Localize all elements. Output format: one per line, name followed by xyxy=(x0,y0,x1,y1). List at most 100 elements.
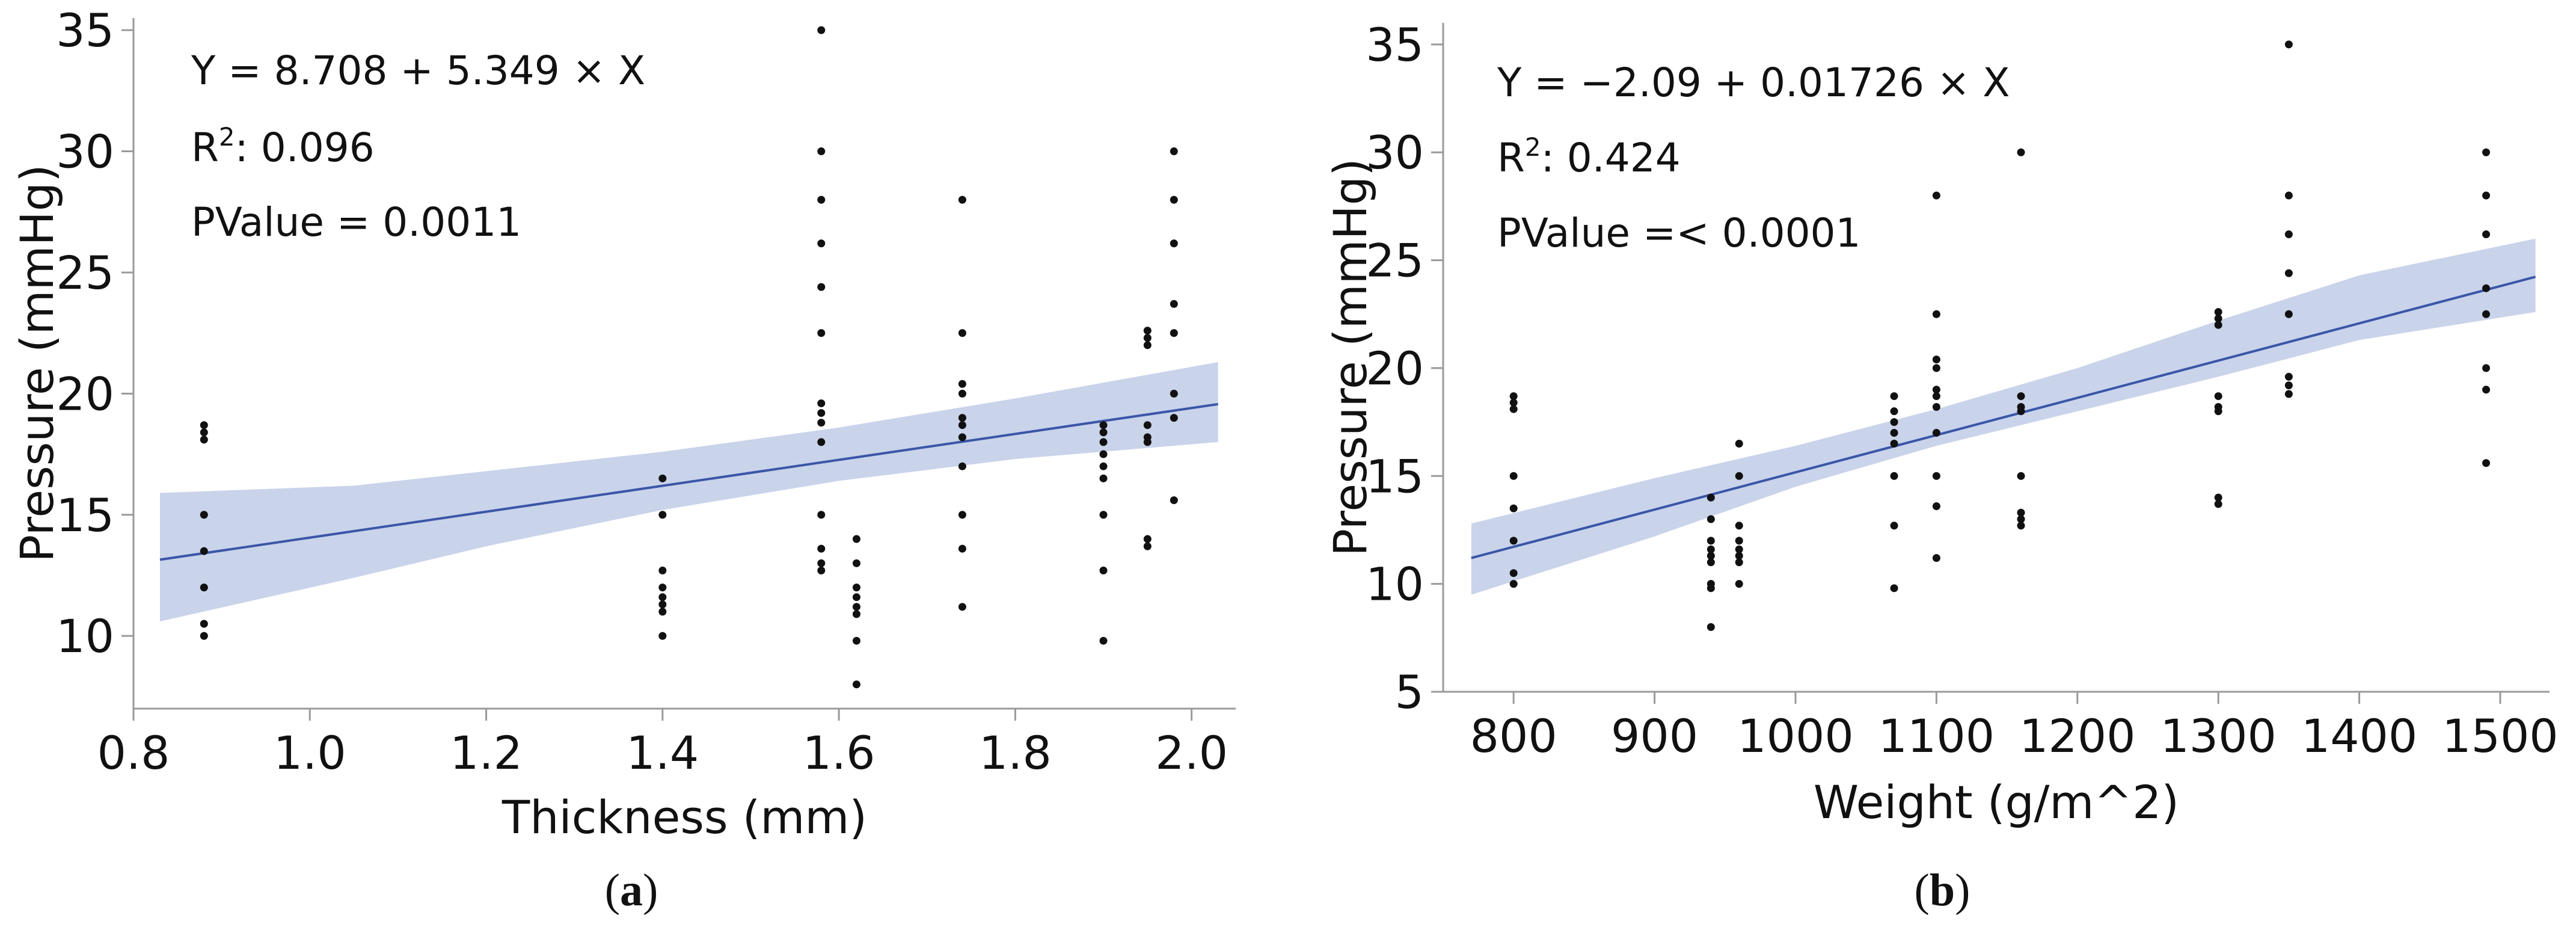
panel-a: 0.8 1.0 1.2 1.4 1.6 1.8 2.0 10 15 20 25 30 35 Thickn… xyxy=(10,4,1236,916)
data-point xyxy=(817,559,826,567)
panel-label-b: b xyxy=(1930,865,1955,916)
confidence-band-area xyxy=(160,362,1218,621)
data-point xyxy=(200,436,208,444)
data-point xyxy=(2017,407,2025,416)
data-point xyxy=(1509,392,1518,401)
y-tick-label: 35 xyxy=(1366,18,1424,72)
data-point xyxy=(2214,321,2222,329)
data-point xyxy=(2284,40,2293,49)
data-point xyxy=(1707,515,1715,523)
data-point xyxy=(1735,472,1743,480)
data-point xyxy=(817,399,826,407)
data-point xyxy=(852,584,860,592)
data-point xyxy=(958,196,966,204)
data-point xyxy=(2214,308,2222,316)
y-tick-label: 35 xyxy=(56,4,114,57)
data-point xyxy=(817,147,826,156)
data-point xyxy=(2284,191,2293,200)
data-point xyxy=(1932,429,1940,437)
r-squared: R2: 0.424 xyxy=(1497,132,1681,181)
data-point xyxy=(958,462,966,470)
y-tick-label: 25 xyxy=(1366,234,1424,288)
data-point xyxy=(817,419,826,427)
data-point xyxy=(1170,196,1178,204)
data-point xyxy=(1143,341,1152,349)
panel-b: 800 900 1000 1100 1200 1300 1400 1500 5 10 15 20 25 3… xyxy=(1323,18,2559,916)
data-point xyxy=(2482,364,2491,372)
data-point xyxy=(1099,450,1108,458)
tick-labels: 0.8 1.0 1.2 1.4 1.6 1.8 2.0 10 15 20 25 30 35 xyxy=(56,4,1228,780)
data-point xyxy=(1890,472,1898,480)
data-point xyxy=(1099,438,1108,446)
data-point xyxy=(817,544,826,553)
axes xyxy=(1431,23,2550,704)
data-point xyxy=(817,283,826,291)
panel-caption-b: (b) xyxy=(1915,865,1970,916)
data-point xyxy=(1735,522,1743,530)
data-point xyxy=(1509,472,1518,480)
data-point xyxy=(958,603,966,611)
r-squared-prefix: R xyxy=(1497,135,1525,181)
data-point xyxy=(958,544,966,553)
x-tick-label: 1200 xyxy=(2019,709,2135,763)
r-squared-prefix: R xyxy=(191,125,219,171)
x-tick-label: 900 xyxy=(1611,709,1698,763)
data-point xyxy=(1932,191,1940,200)
data-point xyxy=(817,26,826,34)
data-point xyxy=(1509,580,1518,588)
data-point xyxy=(1735,580,1743,588)
data-point xyxy=(817,409,826,417)
data-point xyxy=(1707,545,1715,553)
axis-labels: Thickness (mm) Pressure (mmHg) xyxy=(10,164,867,844)
y-tick-label: 30 xyxy=(1366,126,1424,179)
r-squared: R2: 0.096 xyxy=(191,122,375,171)
data-point xyxy=(1143,421,1152,430)
data-point xyxy=(200,584,208,592)
y-axis-label: Pressure (mmHg) xyxy=(10,164,64,562)
data-point xyxy=(958,421,966,430)
data-point xyxy=(2017,148,2025,156)
data-point xyxy=(958,511,966,519)
p-value: PValue =< 0.0001 xyxy=(1497,210,1861,256)
data-point xyxy=(1170,496,1178,505)
data-point xyxy=(1707,584,1715,593)
data-point xyxy=(958,380,966,388)
data-point xyxy=(2284,269,2293,277)
data-point xyxy=(852,610,860,618)
y-axis-label: Pressure (mmHg) xyxy=(1323,158,1377,556)
data-point xyxy=(2482,386,2491,394)
data-point xyxy=(2017,522,2025,530)
tick-labels: 800 900 1000 1100 1200 1300 1400 1500 5 10 15 20 25 3… xyxy=(1366,18,2558,763)
data-point xyxy=(2017,515,2025,523)
x-tick-label: 1.4 xyxy=(626,726,699,780)
x-tick-label: 0.8 xyxy=(97,726,170,780)
regression-annotations: Y = −2.09 + 0.01726 × X R2: 0.424 PValue… xyxy=(1497,60,2010,256)
y-tick-label: 30 xyxy=(56,125,114,179)
data-point xyxy=(1099,474,1108,482)
data-point xyxy=(658,474,667,482)
data-point xyxy=(2284,372,2293,381)
data-point xyxy=(852,593,860,602)
data-point xyxy=(2482,230,2491,239)
data-point xyxy=(2482,191,2491,200)
data-point xyxy=(2214,392,2222,401)
data-point xyxy=(1707,493,1715,502)
data-point xyxy=(817,329,826,337)
fit-line xyxy=(1471,276,2536,559)
data-point xyxy=(1890,584,1898,593)
data-point xyxy=(1932,392,1940,401)
data-point xyxy=(817,566,826,574)
data-point xyxy=(1707,552,1715,560)
data-point xyxy=(1143,438,1152,446)
data-point xyxy=(200,428,208,437)
data-point xyxy=(1890,522,1898,530)
data-point xyxy=(1509,504,1518,513)
x-tick-label: 1100 xyxy=(1878,709,1995,763)
data-point xyxy=(958,414,966,422)
y-tick-label: 20 xyxy=(1366,342,1424,395)
data-point xyxy=(817,511,826,519)
data-point xyxy=(1099,566,1108,574)
p-value: PValue = 0.0011 xyxy=(191,199,521,245)
data-point xyxy=(958,389,966,398)
